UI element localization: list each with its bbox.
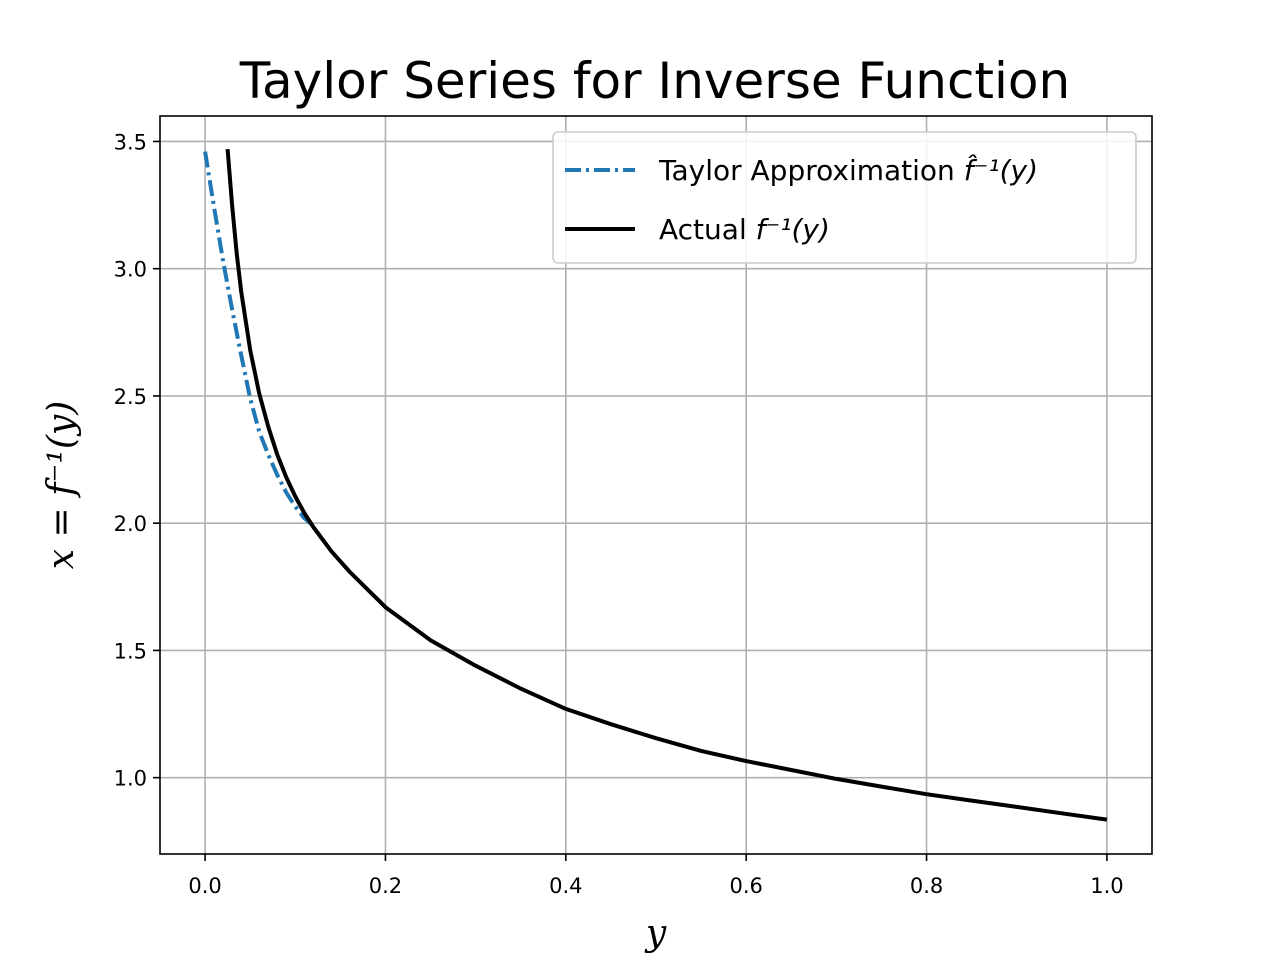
series-line-actual [225,148,1108,822]
y-tick-label: 1.5 [114,639,147,663]
legend-label-actual: Actual f⁻¹(y) [659,213,830,246]
legend-label-taylor: Taylor Approximation f̂⁻¹(y) [658,154,1038,187]
legend: Taylor Approximation f̂⁻¹(y) Actual f⁻¹(… [552,131,1137,264]
y-tick-label: 3.5 [114,130,147,154]
x-tick-label: 0.8 [910,874,943,898]
chart-title: Taylor Series for Inverse Function [239,52,1070,110]
x-tick-label: 0.4 [549,874,582,898]
y-tick-label: 2.0 [114,512,147,536]
y-tick-label: 3.0 [114,258,147,282]
series-layer [203,148,1108,822]
x-tick-label: 0.2 [369,874,402,898]
x-axis-label: y [644,913,667,954]
ticks: 0.0 0.2 0.4 0.6 0.8 1.0 1.0 1.5 2.0 2.5 3.0 3.5 [114,130,1124,898]
x-tick-label: 0.6 [729,874,762,898]
series-line-taylor [203,151,315,528]
y-tick-label: 1.0 [114,767,147,791]
y-tick-label: 2.5 [114,385,147,409]
plot-area-frame [159,115,1153,855]
x-tick-label: 1.0 [1090,874,1123,898]
y-axis-label: x = f⁻¹(y) [41,401,82,570]
legend-frame [552,131,1137,264]
x-tick-label: 0.0 [188,874,221,898]
